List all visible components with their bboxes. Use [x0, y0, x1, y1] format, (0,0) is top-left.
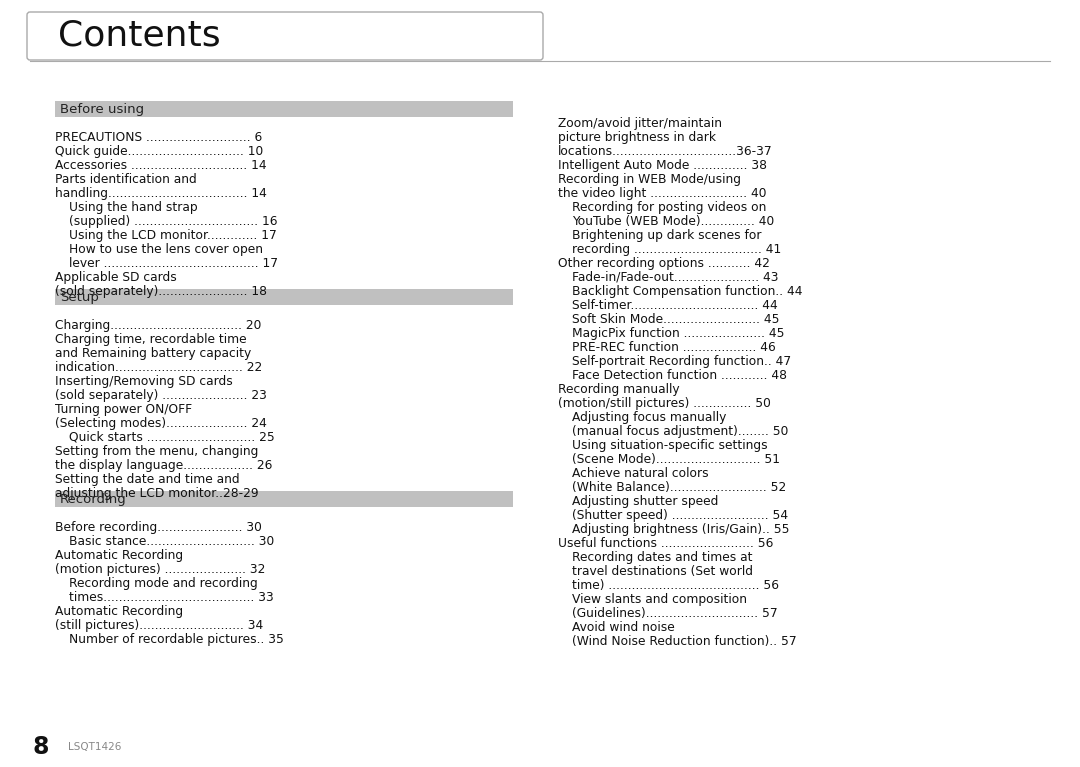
Text: Using the hand strap: Using the hand strap	[69, 201, 198, 214]
Text: How to use the lens cover open: How to use the lens cover open	[69, 243, 264, 256]
Text: Before recording...................... 30: Before recording...................... 3…	[55, 521, 261, 534]
Text: LSQT1426: LSQT1426	[68, 742, 121, 752]
Text: YouTube (WEB Mode).............. 40: YouTube (WEB Mode).............. 40	[572, 215, 774, 228]
Text: Inserting/Removing SD cards: Inserting/Removing SD cards	[55, 375, 233, 388]
Text: Intelligent Auto Mode .............. 38: Intelligent Auto Mode .............. 38	[558, 159, 767, 172]
Text: picture brightness in dark: picture brightness in dark	[558, 131, 716, 144]
Text: Setting from the menu, changing: Setting from the menu, changing	[55, 445, 258, 458]
Text: recording ................................. 41: recording ..............................…	[572, 243, 781, 256]
Text: Recording dates and times at: Recording dates and times at	[572, 551, 753, 564]
Bar	[55, 289, 513, 305]
Text: (motion/still pictures) ............... 50: (motion/still pictures) ............... …	[558, 397, 771, 410]
Text: (sold separately) ...................... 23: (sold separately) ......................…	[55, 389, 267, 402]
Text: Adjusting shutter speed: Adjusting shutter speed	[572, 495, 718, 508]
Text: Automatic Recording: Automatic Recording	[55, 549, 184, 562]
Text: Avoid wind noise: Avoid wind noise	[572, 621, 675, 634]
Text: Applicable SD cards: Applicable SD cards	[55, 271, 177, 284]
Text: 8: 8	[32, 735, 49, 759]
Text: adjusting the LCD monitor..28-29: adjusting the LCD monitor..28-29	[55, 487, 258, 500]
Text: Charging time, recordable time: Charging time, recordable time	[55, 333, 246, 346]
Text: Other recording options ........... 42: Other recording options ........... 42	[558, 257, 770, 270]
Text: Recording in WEB Mode/using: Recording in WEB Mode/using	[558, 173, 741, 186]
Text: Number of recordable pictures.. 35: Number of recordable pictures.. 35	[69, 633, 284, 646]
Text: Useful functions ........................ 56: Useful functions .......................…	[558, 537, 773, 550]
Text: Automatic Recording: Automatic Recording	[55, 605, 184, 618]
Text: the display language.................. 26: the display language.................. 2…	[55, 459, 272, 472]
Text: (Guidelines)............................. 57: (Guidelines)............................…	[572, 607, 778, 620]
Text: Using the LCD monitor............. 17: Using the LCD monitor............. 17	[69, 229, 276, 242]
Text: Contents: Contents	[58, 19, 220, 53]
Text: handling.................................... 14: handling................................…	[55, 187, 267, 200]
Text: Using situation-specific settings: Using situation-specific settings	[572, 439, 768, 452]
Text: Fade-in/Fade-out...................... 43: Fade-in/Fade-out...................... 4…	[572, 271, 779, 284]
Text: lever ........................................ 17: lever ..................................…	[69, 257, 278, 270]
Text: Self-portrait Recording function.. 47: Self-portrait Recording function.. 47	[572, 355, 792, 368]
FancyBboxPatch shape	[27, 12, 543, 60]
Text: Recording manually: Recording manually	[558, 383, 679, 396]
Text: (motion pictures) ..................... 32: (motion pictures) ..................... …	[55, 563, 266, 576]
Text: PRE-REC function ................... 46: PRE-REC function ................... 46	[572, 341, 775, 354]
Text: travel destinations (Set world: travel destinations (Set world	[572, 565, 753, 578]
Text: (still pictures)........................... 34: (still pictures)........................…	[55, 619, 264, 632]
Text: Face Detection function ............ 48: Face Detection function ............ 48	[572, 369, 787, 382]
Text: (Scene Mode)........................... 51: (Scene Mode)........................... …	[572, 453, 780, 466]
Text: Zoom/avoid jitter/maintain: Zoom/avoid jitter/maintain	[558, 117, 723, 130]
Text: time) ....................................... 56: time) ..................................…	[572, 579, 779, 592]
Text: Quick guide.............................. 10: Quick guide.............................…	[55, 145, 264, 158]
Text: MagicPix function ..................... 45: MagicPix function ..................... …	[572, 327, 784, 340]
Text: Achieve natural colors: Achieve natural colors	[572, 467, 708, 480]
Text: Before using: Before using	[60, 103, 144, 116]
Text: and Remaining battery capacity: and Remaining battery capacity	[55, 347, 252, 360]
Text: (sold separately)....................... 18: (sold separately).......................…	[55, 285, 267, 298]
Text: Basic stance............................ 30: Basic stance............................…	[69, 535, 274, 548]
Text: Setting the date and time and: Setting the date and time and	[55, 473, 240, 486]
Text: (Wind Noise Reduction function).. 57: (Wind Noise Reduction function).. 57	[572, 635, 797, 648]
Text: Recording mode and recording: Recording mode and recording	[69, 577, 258, 590]
Bar	[55, 491, 513, 507]
Text: (White Balance)......................... 52: (White Balance).........................…	[572, 481, 786, 494]
Text: View slants and composition: View slants and composition	[572, 593, 747, 606]
Text: indication................................. 22: indication..............................…	[55, 361, 262, 374]
Text: Soft Skin Mode......................... 45: Soft Skin Mode......................... …	[572, 313, 780, 326]
Text: (Selecting modes)..................... 24: (Selecting modes)..................... 2…	[55, 417, 267, 430]
Text: PRECAUTIONS ........................... 6: PRECAUTIONS ........................... …	[55, 131, 262, 144]
Text: Recording: Recording	[60, 492, 126, 505]
Bar	[55, 101, 513, 117]
Text: (Shutter speed) ......................... 54: (Shutter speed) ........................…	[572, 509, 788, 522]
Text: (manual focus adjustment)........ 50: (manual focus adjustment)........ 50	[572, 425, 788, 438]
Text: Turning power ON/OFF: Turning power ON/OFF	[55, 403, 192, 416]
Text: Backlight Compensation function.. 44: Backlight Compensation function.. 44	[572, 285, 802, 298]
Text: the video light ......................... 40: the video light ........................…	[558, 187, 767, 200]
Text: Accessories .............................. 14: Accessories ............................…	[55, 159, 267, 172]
Text: Charging.................................. 20: Charging................................…	[55, 319, 261, 332]
Text: locations................................36-37: locations...............................…	[558, 145, 772, 158]
Text: Recording for posting videos on: Recording for posting videos on	[572, 201, 767, 214]
Text: Brightening up dark scenes for: Brightening up dark scenes for	[572, 229, 761, 242]
Text: Adjusting focus manually: Adjusting focus manually	[572, 411, 727, 424]
Text: Self-timer................................. 44: Self-timer..............................…	[572, 299, 778, 312]
Text: Adjusting brightness (Iris/Gain).. 55: Adjusting brightness (Iris/Gain).. 55	[572, 523, 789, 536]
Text: Parts identification and: Parts identification and	[55, 173, 197, 186]
Text: (supplied) ................................ 16: (supplied) .............................…	[69, 215, 278, 228]
Text: Setup: Setup	[60, 291, 99, 304]
Text: Quick starts ............................ 25: Quick starts ...........................…	[69, 431, 274, 444]
Text: times....................................... 33: times...................................…	[69, 591, 273, 604]
